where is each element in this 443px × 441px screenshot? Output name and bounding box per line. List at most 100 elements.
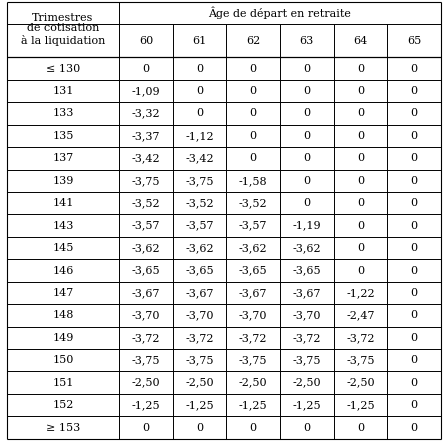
Text: -3,75: -3,75 — [346, 355, 375, 365]
Text: 0: 0 — [303, 64, 310, 74]
Text: -2,50: -2,50 — [292, 377, 321, 388]
Text: 152: 152 — [52, 400, 74, 410]
Text: 0: 0 — [303, 86, 310, 96]
Text: -3,75: -3,75 — [132, 176, 160, 186]
Text: 0: 0 — [249, 108, 256, 119]
Text: -3,70: -3,70 — [292, 310, 321, 321]
Text: Âge de départ en retraite: Âge de départ en retraite — [209, 7, 351, 19]
Text: 0: 0 — [142, 64, 149, 74]
Text: -3,67: -3,67 — [185, 288, 214, 298]
Text: 60: 60 — [139, 36, 153, 46]
Text: 149: 149 — [52, 333, 74, 343]
Text: 0: 0 — [410, 400, 418, 410]
Text: 151: 151 — [52, 377, 74, 388]
Text: 139: 139 — [52, 176, 74, 186]
Text: -3,75: -3,75 — [185, 176, 214, 186]
Text: 137: 137 — [52, 153, 74, 163]
Text: -3,65: -3,65 — [292, 265, 321, 276]
Text: 0: 0 — [410, 355, 418, 365]
Text: 0: 0 — [357, 64, 364, 74]
Text: 0: 0 — [410, 288, 418, 298]
Text: 141: 141 — [52, 198, 74, 208]
Text: -2,50: -2,50 — [346, 377, 375, 388]
Text: -3,52: -3,52 — [185, 198, 214, 208]
Text: -3,72: -3,72 — [185, 333, 214, 343]
Text: 135: 135 — [52, 131, 74, 141]
Text: -3,57: -3,57 — [185, 220, 214, 231]
Text: -1,12: -1,12 — [185, 131, 214, 141]
Text: 0: 0 — [410, 243, 418, 253]
Text: 0: 0 — [410, 310, 418, 321]
Text: 0: 0 — [303, 108, 310, 119]
Text: -3,75: -3,75 — [132, 355, 160, 365]
Text: 0: 0 — [249, 64, 256, 74]
Text: 0: 0 — [410, 176, 418, 186]
Text: -3,57: -3,57 — [132, 220, 160, 231]
Text: -1,58: -1,58 — [239, 176, 268, 186]
Text: 0: 0 — [410, 198, 418, 208]
Text: 0: 0 — [410, 131, 418, 141]
Text: -1,25: -1,25 — [185, 400, 214, 410]
Text: -2,50: -2,50 — [132, 377, 160, 388]
Text: -3,75: -3,75 — [292, 355, 321, 365]
Text: 0: 0 — [410, 377, 418, 388]
Text: 0: 0 — [357, 198, 364, 208]
Text: -2,50: -2,50 — [239, 377, 268, 388]
Text: Trimestres: Trimestres — [32, 13, 93, 22]
Text: 0: 0 — [357, 131, 364, 141]
Text: 0: 0 — [357, 243, 364, 253]
Text: -3,67: -3,67 — [292, 288, 321, 298]
Text: 0: 0 — [249, 86, 256, 96]
Text: 131: 131 — [52, 86, 74, 96]
Text: 146: 146 — [52, 265, 74, 276]
Text: -3,37: -3,37 — [132, 131, 160, 141]
Text: 0: 0 — [303, 153, 310, 163]
Text: 0: 0 — [303, 131, 310, 141]
Text: 0: 0 — [410, 265, 418, 276]
Text: -3,67: -3,67 — [239, 288, 268, 298]
Text: 0: 0 — [357, 220, 364, 231]
Text: 0: 0 — [357, 176, 364, 186]
Text: 143: 143 — [52, 220, 74, 231]
Text: 0: 0 — [142, 422, 149, 433]
Text: 0: 0 — [196, 86, 203, 96]
Text: -3,32: -3,32 — [132, 108, 160, 119]
Text: 0: 0 — [196, 108, 203, 119]
Text: -3,72: -3,72 — [239, 333, 268, 343]
Text: -3,70: -3,70 — [239, 310, 268, 321]
Text: -1,25: -1,25 — [132, 400, 160, 410]
Text: -3,67: -3,67 — [132, 288, 160, 298]
Text: -2,50: -2,50 — [185, 377, 214, 388]
Text: -3,75: -3,75 — [239, 355, 268, 365]
Text: 145: 145 — [52, 243, 74, 253]
Text: -3,62: -3,62 — [292, 243, 321, 253]
Text: 0: 0 — [410, 64, 418, 74]
Text: 0: 0 — [410, 220, 418, 231]
Text: -2,47: -2,47 — [346, 310, 375, 321]
Text: -3,72: -3,72 — [292, 333, 321, 343]
Text: -3,72: -3,72 — [132, 333, 160, 343]
Text: 0: 0 — [357, 86, 364, 96]
Text: 0: 0 — [410, 153, 418, 163]
Text: 0: 0 — [357, 422, 364, 433]
Text: 0: 0 — [357, 108, 364, 119]
Text: -3,62: -3,62 — [185, 243, 214, 253]
Text: de cotisation: de cotisation — [27, 22, 99, 33]
Text: -3,42: -3,42 — [185, 153, 214, 163]
Text: 0: 0 — [357, 265, 364, 276]
Text: -1,25: -1,25 — [239, 400, 268, 410]
Text: 63: 63 — [299, 36, 314, 46]
Text: -1,25: -1,25 — [292, 400, 321, 410]
Text: 0: 0 — [249, 153, 256, 163]
Text: -3,65: -3,65 — [185, 265, 214, 276]
Text: 0: 0 — [249, 422, 256, 433]
Text: 133: 133 — [52, 108, 74, 119]
Text: ≤ 130: ≤ 130 — [46, 64, 80, 74]
Text: 0: 0 — [410, 108, 418, 119]
Text: 147: 147 — [52, 288, 74, 298]
Text: 0: 0 — [196, 422, 203, 433]
Text: -1,25: -1,25 — [346, 400, 375, 410]
Text: 61: 61 — [192, 36, 206, 46]
Text: -3,52: -3,52 — [132, 198, 160, 208]
Text: -3,65: -3,65 — [239, 265, 268, 276]
